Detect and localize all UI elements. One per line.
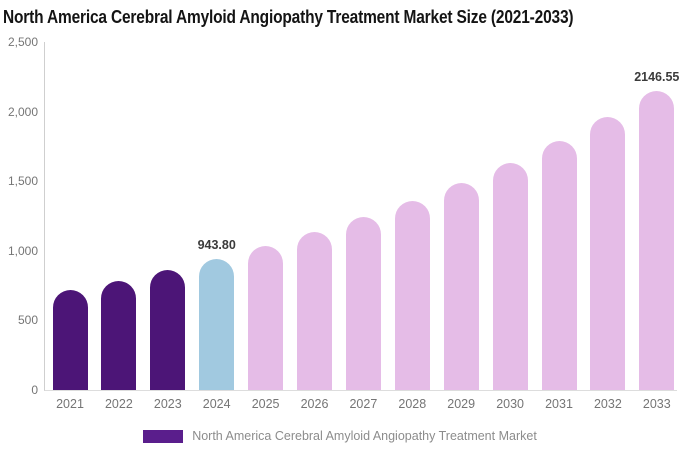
- legend-swatch: [143, 429, 184, 443]
- chart-title: North America Cerebral Amyloid Angiopath…: [3, 7, 574, 27]
- bar-2025: [248, 246, 284, 390]
- bar-2031: [541, 141, 577, 390]
- x-axis-tick-label: 2033: [642, 397, 671, 411]
- bar-2024: [199, 258, 235, 390]
- x-axis-tick-label: 2026: [300, 397, 329, 411]
- x-axis-tick-label: 2031: [545, 397, 573, 411]
- bar-2029: [443, 182, 479, 390]
- y-axis-tick-label: 2,000: [7, 104, 38, 119]
- x-axis-tick-label: 2021: [56, 397, 84, 411]
- x-axis-tick-label: 2022: [104, 397, 133, 411]
- bar-2021: [52, 290, 88, 390]
- bar-2023: [150, 270, 186, 390]
- legend: North America Cerebral Amyloid Angiopath…: [0, 427, 680, 445]
- bar-2026: [297, 232, 332, 390]
- y-axis-tick-label: 1,000: [7, 243, 38, 258]
- x-axis-tick-label: 2028: [398, 397, 427, 411]
- bar-2033: [639, 91, 675, 390]
- bar-2028: [394, 200, 430, 390]
- x-axis-tick-label: 2024: [202, 397, 231, 411]
- y-axis-tick-label: 0: [31, 383, 38, 397]
- x-axis-tick-label: 2029: [447, 397, 476, 411]
- value-label-2024: 943.80: [197, 237, 236, 252]
- y-axis-tick-label: 1,500: [7, 174, 38, 189]
- bar-2030: [492, 162, 528, 390]
- x-axis-tick-label: 2023: [153, 397, 182, 411]
- bar-2027: [345, 217, 381, 390]
- x-axis-tick-label: 2025: [251, 397, 280, 411]
- x-axis-tick-label: 2032: [593, 397, 622, 411]
- y-axis-tick-label: 2,500: [7, 35, 38, 49]
- legend-label: North America Cerebral Amyloid Angiopath…: [192, 429, 537, 443]
- bar-2022: [101, 280, 137, 390]
- plot-area: 2021 2022 2023 2024 2025 2026 2027 2028 2029 2030…: [44, 42, 680, 411]
- x-axis-tick-label: 2030: [496, 397, 524, 411]
- value-label-2033: 2146.55: [634, 70, 680, 85]
- bar-2032: [590, 117, 626, 390]
- y-axis-tick-label: 500: [17, 313, 38, 328]
- x-axis-tick-label: 2027: [349, 397, 378, 411]
